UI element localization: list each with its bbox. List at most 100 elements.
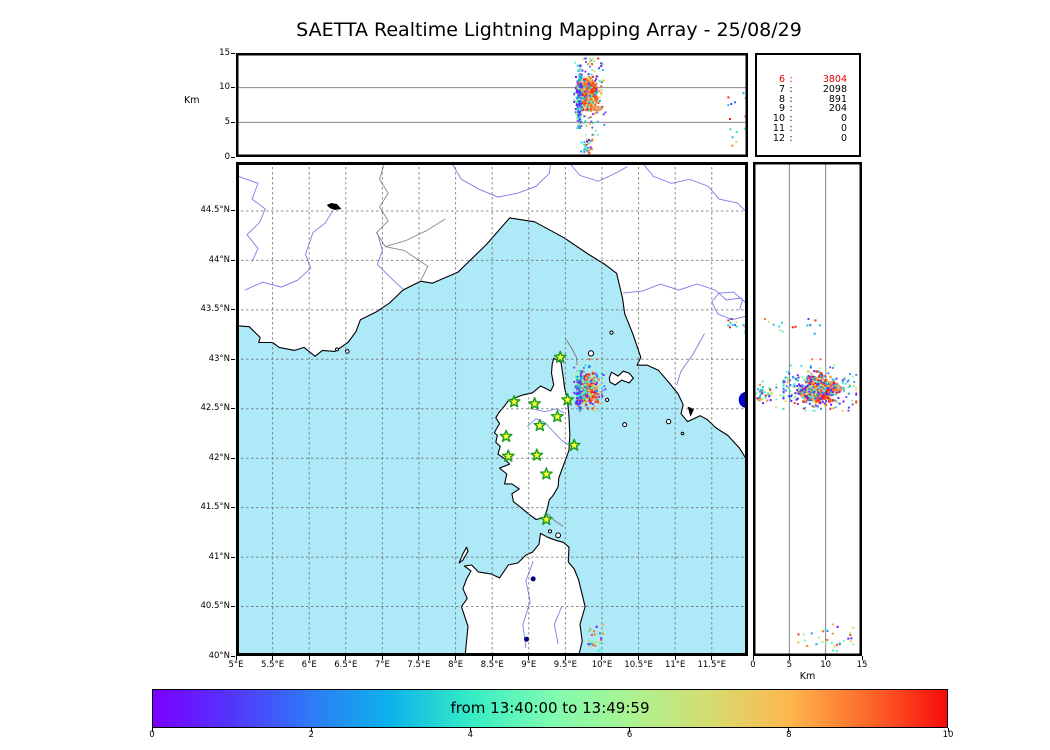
colorbar-tick [469, 728, 471, 732]
lon-tick-label: 5.5°E [261, 660, 285, 670]
lon-tick-label: 6°E [301, 660, 317, 670]
lat-tick [231, 259, 235, 261]
lon-tick-label: 5°E [228, 660, 244, 670]
lon-tick [381, 656, 383, 660]
lon-tick [308, 656, 310, 660]
lat-tick [231, 457, 235, 459]
stats-row: 8: 891 [757, 93, 859, 105]
lon-tick-label: 9.5°E [553, 660, 577, 670]
station-star [533, 418, 547, 432]
stats-val: 0 [840, 113, 847, 125]
station-star [553, 350, 567, 363]
stats-col: : [789, 93, 793, 105]
stats-row: 6: 3804 [757, 75, 859, 85]
lon-tick [564, 656, 566, 660]
stats-col: : [789, 103, 793, 115]
station-star [539, 512, 553, 526]
station-star [550, 409, 564, 423]
stats-lab: 9 [778, 103, 785, 115]
right-panel-xtick [825, 656, 827, 660]
stats-val: 891 [828, 93, 847, 105]
station-star [530, 448, 544, 461]
lon-tick-label: 8.5°E [480, 660, 504, 670]
station-stats-panel: 6: 3804 7: 2098 8: 891 9: 204 10: 0 11: 0 12: 0 [755, 53, 861, 157]
map-panel [236, 162, 748, 656]
lat-tick [231, 210, 235, 212]
lon-tick-label: 7.5°E [407, 660, 431, 670]
top-panel-ytick-label: 10 [219, 82, 230, 93]
station-star [561, 393, 575, 406]
stats-col: : [789, 83, 793, 95]
lon-tick [638, 656, 640, 660]
top-panel-ytick [231, 121, 235, 123]
colorbar-tick [788, 728, 790, 732]
lon-tick-label: 7°E [374, 660, 390, 670]
stats-lab: 6 [778, 74, 785, 85]
lat-tick-label: 41.5°N [200, 502, 230, 513]
stats-val: 3804 [822, 74, 847, 85]
top-panel-ytick [231, 156, 235, 158]
stats-val: 0 [840, 132, 847, 144]
stats-val: 0 [840, 122, 847, 134]
lon-tick [455, 656, 457, 660]
lat-tick-label: 43.5°N [200, 304, 230, 315]
stats-col: : [789, 113, 793, 125]
stats-row: 12: 0 [757, 132, 859, 144]
stats-lab: 7 [778, 83, 785, 95]
stats-row: 9: 204 [757, 104, 859, 114]
colorbar-tick [310, 728, 312, 732]
colorbar-tick-label: 10 [942, 730, 954, 740]
right-panel-xtick-label: 5 [786, 660, 793, 670]
stats-col: : [789, 122, 793, 134]
lat-tick [231, 507, 235, 509]
lat-tick [231, 358, 235, 360]
top-panel-ytick [231, 52, 235, 54]
lon-tick [345, 656, 347, 660]
lat-tick [231, 655, 235, 657]
lat-tick [231, 309, 235, 311]
lon-tick [528, 656, 530, 660]
colorbar-tick [629, 728, 631, 732]
lon-tick-label: 11°E [664, 660, 686, 670]
stats-lab: 10 [772, 113, 785, 125]
lat-tick [231, 408, 235, 410]
top-panel-ytick-label: 15 [219, 47, 230, 58]
stats-row: 11: 0 [757, 124, 859, 134]
lon-tick [235, 656, 237, 660]
station-star [528, 397, 542, 410]
lon-tick-label: 8°E [448, 660, 464, 670]
lon-tick [601, 656, 603, 660]
lat-tick-label: 41°N [208, 551, 230, 562]
lat-tick [231, 606, 235, 608]
lon-tick-label: 6.5°E [334, 660, 358, 670]
time-colorbar: from 13:40:00 to 13:49:59 [152, 689, 948, 728]
lat-tick-label: 40.5°N [200, 601, 230, 612]
right-panel-xtick-label: 10 [820, 660, 832, 670]
stats-row: 10: 0 [757, 114, 859, 124]
stats-val: 2098 [822, 83, 847, 95]
right-panel-xtick-label: 15 [856, 660, 868, 670]
lat-tick-label: 44.5°N [200, 205, 230, 216]
altitude-latitude-panel [753, 162, 862, 656]
lon-tick [674, 656, 676, 660]
colorbar-tick-label: 2 [308, 730, 314, 740]
lon-tick [491, 656, 493, 660]
right-panel-xtick-label: 0 [750, 660, 756, 670]
station-star [501, 449, 515, 462]
top-panel-ytick-label: 5 [224, 116, 230, 127]
stats-lab: 11 [772, 122, 785, 134]
stats-row: 7: 2098 [757, 83, 859, 95]
colorbar-tick-label: 0 [149, 730, 155, 740]
top-panel-ytick [231, 87, 235, 89]
lon-tick-label: 11.5°E [697, 660, 727, 670]
lat-tick-label: 40°N [208, 650, 230, 661]
lat-tick-label: 42.5°N [200, 403, 230, 414]
right-panel-xlabel: Km [799, 671, 816, 682]
lon-tick-label: 9°E [521, 660, 537, 670]
lon-tick [711, 656, 713, 660]
lon-tick-label: 10°E [591, 660, 613, 670]
lon-tick-label: 10.5°E [624, 660, 653, 670]
station-star [499, 429, 513, 443]
top-panel-ylabel: Km [184, 95, 200, 106]
